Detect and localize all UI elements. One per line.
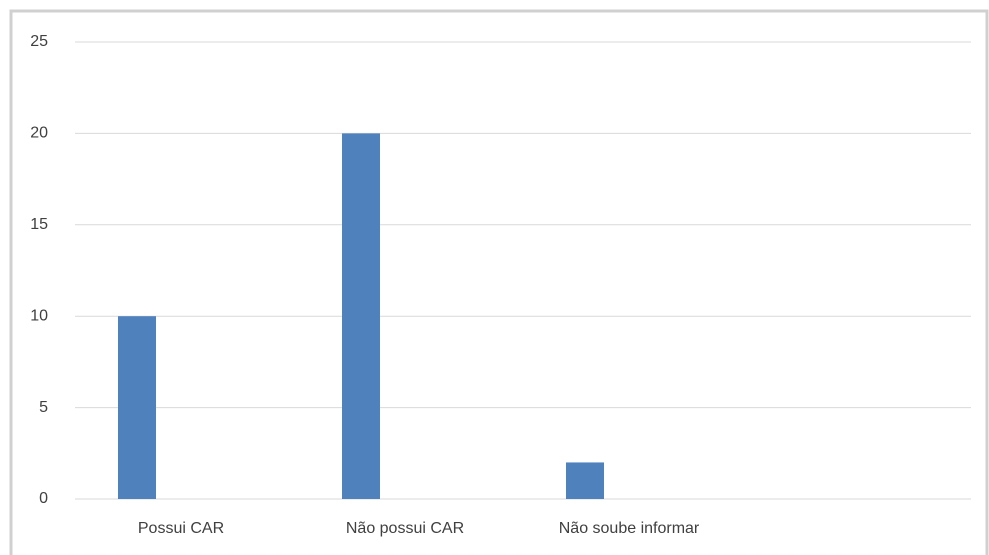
y-tick-label: 0 <box>39 490 48 507</box>
x-tick-label: Não soube informar <box>559 520 700 537</box>
chart-frame <box>9 9 989 555</box>
bar <box>342 133 380 499</box>
bar <box>566 462 604 499</box>
x-tick-label: Não possui CAR <box>346 520 464 537</box>
y-tick-label: 15 <box>30 216 48 233</box>
y-tick-label: 10 <box>30 307 48 324</box>
x-tick-label: Possui CAR <box>138 520 224 537</box>
y-tick-label: 5 <box>39 399 48 416</box>
y-tick-label: 20 <box>30 125 48 142</box>
bar <box>118 316 156 499</box>
y-tick-label: 25 <box>30 33 48 50</box>
